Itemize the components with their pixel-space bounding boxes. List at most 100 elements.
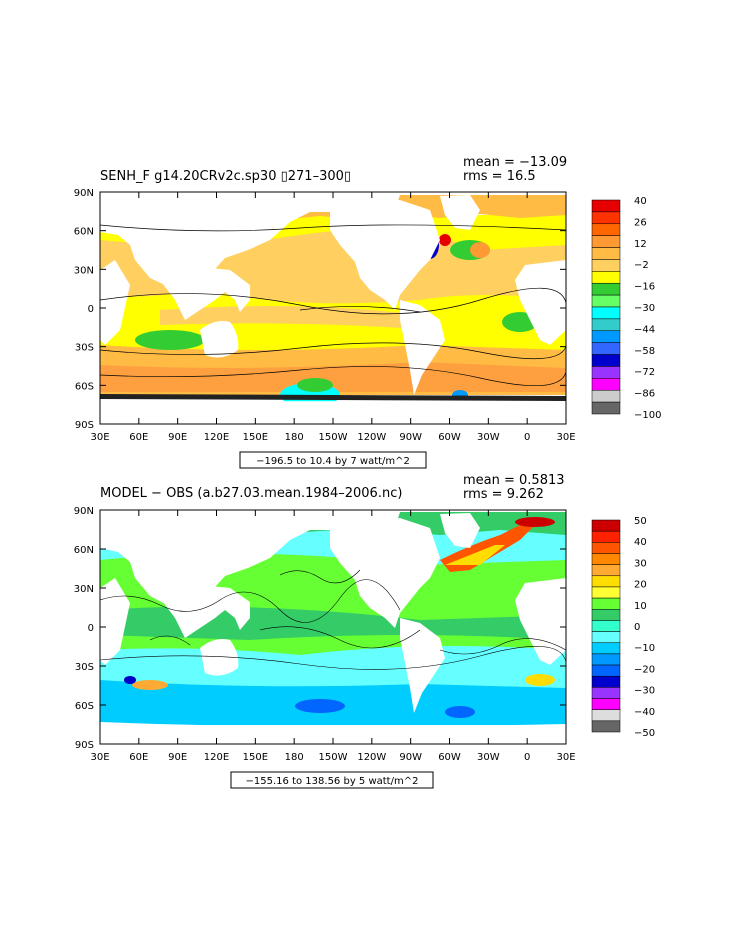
colorbar-swatch <box>591 354 621 367</box>
x-tick-label: 0 <box>524 432 530 443</box>
colorbar-swatch <box>591 675 621 688</box>
y-tick-label: 30S <box>75 662 94 673</box>
y-tick-label: 0 <box>88 623 94 634</box>
panel1-contour-info-box <box>239 451 427 469</box>
panel-model-minus-obs: MODEL − OBS (a.b27.03.mean.1984–2006.nc)… <box>74 473 655 789</box>
y-tick-label: 60N <box>74 545 94 556</box>
colorbar-label: −86 <box>634 389 655 400</box>
x-tick-label: 30E <box>90 752 109 763</box>
colorbar-swatch <box>591 575 621 588</box>
colorbar-label: −44 <box>634 324 655 335</box>
x-tick-label: 90E <box>168 752 187 763</box>
colorbar-label: −100 <box>634 410 661 421</box>
colorbar-swatch <box>591 342 621 355</box>
panel2-mean: mean = 0.5813 <box>463 473 565 488</box>
colorbar-swatch <box>591 235 621 248</box>
x-tick-label: 0 <box>524 752 530 763</box>
panel2-x-ticks: 30E 60E 90E 120E 150E 180 150W 120W 90W 60W 30W 0 30… <box>90 510 576 763</box>
y-tick-label: 30N <box>74 584 94 595</box>
x-tick-label: 150W <box>319 752 348 763</box>
panel2-colorbar: 50 40 30 20 10 0 −10 −20 −30 −40 −50 <box>591 516 655 739</box>
x-tick-label: 120E <box>204 432 229 443</box>
colorbar-swatch <box>591 653 621 666</box>
panel1-title: SENH_F g14.20CRv2c.sp30 ▯271–300▯ <box>100 169 351 184</box>
y-tick-label: 0 <box>88 304 94 315</box>
colorbar-swatch <box>591 389 621 403</box>
colorbar-label: −10 <box>634 643 655 654</box>
colorbar-swatch <box>591 223 621 236</box>
colorbar-swatch <box>591 199 621 213</box>
x-tick-label: 90W <box>399 752 422 763</box>
colorbar-swatch <box>591 597 621 610</box>
y-tick-label: 90N <box>74 188 94 199</box>
colorbar-swatch <box>591 294 621 308</box>
colorbar-label: 30 <box>634 558 647 569</box>
colorbar-swatch <box>591 664 621 677</box>
colorbar-swatch <box>591 247 621 260</box>
colorbar-label: −30 <box>634 686 655 697</box>
y-tick-label: 30S <box>75 343 94 354</box>
panel1-y-ticks: 90N 60N 30N 0 30S 60S 90S <box>74 188 566 431</box>
x-tick-label: 60E <box>129 432 148 443</box>
colorbar-label: 0 <box>634 622 640 633</box>
x-tick-label: 30W <box>477 752 500 763</box>
colorbar-label: −50 <box>634 728 655 739</box>
colorbar-label: −58 <box>634 346 655 357</box>
colorbar-swatch <box>591 631 621 643</box>
x-tick-label: 120W <box>357 752 386 763</box>
colorbar-swatch <box>591 378 621 391</box>
panel2-map <box>100 510 566 744</box>
panel1-rms: rms = 16.5 <box>463 169 536 184</box>
colorbar-label: 50 <box>634 516 647 527</box>
colorbar-label: −20 <box>634 664 655 675</box>
y-tick-label: 30N <box>74 265 94 276</box>
x-tick-label: 30E <box>556 432 575 443</box>
colorbar-swatch <box>591 542 621 554</box>
colorbar-swatch <box>591 318 621 332</box>
colorbar-swatch <box>591 519 621 532</box>
colorbar-swatch <box>591 553 621 565</box>
x-tick-label: 120E <box>204 752 229 763</box>
colorbar-swatch <box>591 564 621 577</box>
panel2-contour-info-box <box>230 771 434 789</box>
x-tick-label: 150E <box>243 752 268 763</box>
x-tick-label: 120W <box>357 432 386 443</box>
colorbar-label: 12 <box>634 239 647 250</box>
x-tick-label: 150W <box>319 432 348 443</box>
panel1-colorbar: 40 26 12 −2 −16 −30 −44 −58 −72 −86 −100 <box>591 196 661 421</box>
colorbar-swatch <box>591 609 621 621</box>
colorbar-swatch <box>591 282 621 296</box>
colorbar-swatch <box>591 586 621 599</box>
colorbar-label: −2 <box>634 260 649 271</box>
colorbar-label: 26 <box>634 217 647 228</box>
panel2-title: MODEL − OBS (a.b27.03.mean.1984–2006.nc) <box>100 486 402 501</box>
panel2-rms: rms = 9.262 <box>463 487 544 502</box>
panel1-contour-info: −196.5 to 10.4 by 7 watt/m^2 <box>256 456 410 467</box>
colorbar-label: −40 <box>634 707 655 718</box>
colorbar-swatch <box>591 530 621 543</box>
x-tick-label: 30E <box>90 432 109 443</box>
x-tick-label: 150E <box>243 432 268 443</box>
y-tick-label: 90S <box>75 420 94 431</box>
colorbar-swatch <box>591 698 621 710</box>
colorbar-swatch <box>591 709 621 722</box>
x-tick-label: 90W <box>399 432 422 443</box>
colorbar-label: −16 <box>634 282 655 293</box>
colorbar-swatch <box>591 330 621 343</box>
x-tick-label: 180 <box>285 752 304 763</box>
y-tick-label: 90N <box>74 506 94 517</box>
x-tick-label: 60E <box>129 752 148 763</box>
colorbar-label: 40 <box>634 537 647 548</box>
panel1-x-ticks: 30E 60E 90E 120E 150E 180 150W 120W 90W 60W 30W 0 30… <box>90 192 576 443</box>
x-tick-label: 30E <box>556 752 575 763</box>
colorbar-swatch <box>591 271 621 284</box>
x-tick-label: 90E <box>168 432 187 443</box>
x-tick-label: 180 <box>285 432 304 443</box>
colorbar-swatch <box>591 366 621 379</box>
x-tick-label: 60W <box>438 752 461 763</box>
colorbar-label: 20 <box>634 580 647 591</box>
colorbar-label: −30 <box>634 303 655 314</box>
colorbar-label: 40 <box>634 196 647 207</box>
colorbar-swatch <box>591 306 621 320</box>
